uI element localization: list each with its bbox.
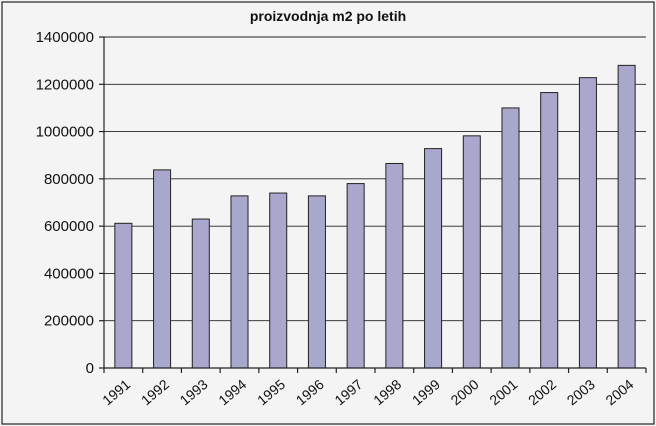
bar bbox=[269, 192, 288, 369]
bar bbox=[578, 77, 597, 369]
chart-title: proizvodnja m2 po letih bbox=[250, 8, 406, 24]
gridlines bbox=[104, 36, 646, 322]
x-tick-label: 1991 bbox=[99, 376, 133, 408]
x-tick-label: 2000 bbox=[448, 376, 482, 408]
y-tick-label: 0 bbox=[86, 360, 94, 377]
x-axis-tick-labels: 1991 1992 1993 1994 1995 1996 1997 1998 1999 2000… bbox=[99, 376, 637, 408]
y-tick-label: 600000 bbox=[44, 218, 94, 235]
y-tick-label: 200000 bbox=[44, 313, 94, 330]
x-tick-label: 1994 bbox=[215, 376, 249, 408]
x-tick-label: 1997 bbox=[331, 376, 365, 408]
x-tick-label: 1995 bbox=[254, 376, 288, 408]
bar bbox=[191, 218, 210, 369]
x-tick-label: 1993 bbox=[177, 376, 211, 408]
y-axis-tick-labels: 0 200000 400000 600000 800000 1000000 1200000 1… bbox=[36, 29, 94, 377]
x-tick-label: 1998 bbox=[370, 376, 404, 408]
y-tick-label: 800000 bbox=[44, 171, 94, 188]
x-tick-label: 2004 bbox=[602, 376, 636, 408]
bar bbox=[230, 195, 249, 369]
y-tick-label: 1000000 bbox=[36, 124, 94, 141]
x-tick-label: 2003 bbox=[564, 376, 598, 408]
axes bbox=[99, 36, 647, 373]
bar bbox=[385, 162, 404, 369]
bar bbox=[346, 183, 365, 369]
bar bbox=[540, 92, 559, 369]
y-tick-label: 400000 bbox=[44, 265, 94, 282]
bar bbox=[424, 148, 443, 369]
bar bbox=[153, 169, 172, 369]
bar bbox=[462, 135, 481, 369]
x-tick-label: 1992 bbox=[138, 376, 172, 408]
x-tick-label: 1996 bbox=[293, 376, 327, 408]
bar bbox=[617, 64, 636, 369]
x-tick-label: 2001 bbox=[486, 376, 520, 408]
bar bbox=[307, 195, 326, 369]
x-tick-label: 1999 bbox=[409, 376, 443, 408]
bars bbox=[114, 64, 636, 369]
bar bbox=[501, 107, 520, 369]
y-tick-label: 1200000 bbox=[36, 76, 94, 93]
bar bbox=[114, 222, 133, 369]
y-tick-label: 1400000 bbox=[36, 29, 94, 46]
x-tick-label: 2002 bbox=[525, 376, 559, 408]
